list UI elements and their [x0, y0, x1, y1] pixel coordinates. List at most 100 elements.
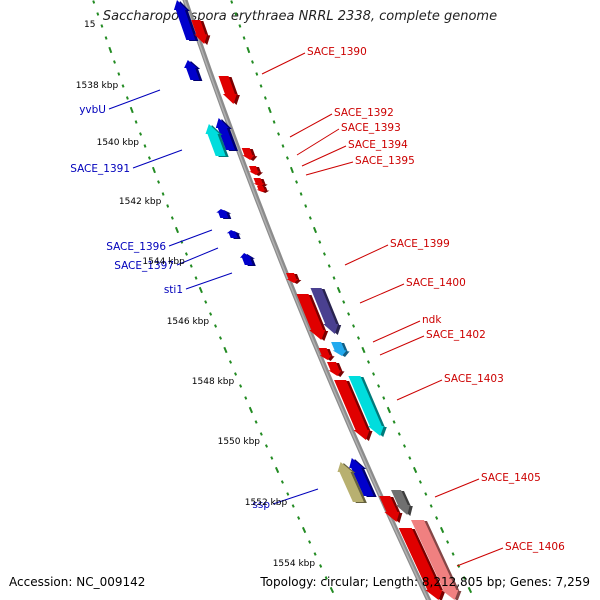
tick-mark-inner	[100, 24, 104, 28]
feature-label: sti1	[164, 284, 183, 296]
tick-mark-outer	[429, 504, 433, 508]
cds-sti1-arrow-body	[240, 253, 253, 265]
tick-mark-outer	[424, 492, 428, 496]
leader-line	[359, 283, 405, 304]
axis-label: 1550 kbp	[218, 437, 261, 447]
label-leaders	[108, 52, 504, 567]
tick-mark-inner	[291, 504, 295, 508]
tick-mark-inner	[214, 324, 218, 328]
cds-SACE_1399-arrow	[286, 273, 302, 284]
tick-mark-outer	[412, 466, 418, 474]
cds-gray-arrow-body	[391, 490, 410, 515]
tick-mark-inner	[301, 526, 307, 534]
feature-track	[173, 0, 462, 600]
cds-ssp-arrow	[349, 458, 377, 497]
cds-SACE_1390-arrow	[218, 76, 240, 105]
tick-mark-inner	[209, 312, 213, 316]
leader-line	[456, 547, 504, 567]
tick-mark-outer	[230, 0, 234, 4]
feature-label: SACE_1397	[114, 260, 174, 272]
cds-cyan-arrow-body	[205, 124, 226, 156]
tick-mark-outer	[251, 60, 254, 64]
tick-mark-outer	[255, 72, 259, 76]
feature-label: ndk	[422, 314, 442, 326]
cds-top-red-arrow-body	[191, 20, 208, 44]
tick-mark-outer	[289, 166, 294, 174]
leader-line	[289, 113, 333, 138]
tick-mark-inner	[218, 336, 223, 340]
tick-mark-inner	[104, 36, 108, 40]
tick-mark-outer	[234, 12, 238, 16]
axis-label: 1554 kbp	[273, 559, 316, 569]
tick-mark-inner	[223, 346, 228, 354]
tick-mark-outer	[295, 180, 299, 184]
leader-line	[108, 89, 161, 110]
tick-mark-outer	[259, 84, 263, 88]
leader-line	[261, 52, 306, 75]
cds-SACE_1405-arrow	[379, 496, 403, 523]
cds-SACE_1397-arrow	[226, 230, 241, 239]
leader-line	[372, 320, 421, 343]
cds-reverse-arrow-body	[215, 118, 235, 150]
tick-mark-inner	[313, 552, 317, 556]
cds-top-red-arrow	[191, 20, 211, 45]
tick-mark-outer	[408, 456, 412, 460]
tick-mark-inner	[280, 480, 284, 484]
cds-cyan2-arrow	[348, 376, 387, 437]
cds-olive-arrow-body	[337, 462, 364, 502]
tick-mark-outer	[263, 96, 267, 100]
cds-SACE_1400-arrow	[296, 294, 329, 341]
leader-line	[168, 229, 213, 247]
cds-SACE_1402b-arrow	[331, 342, 350, 357]
tick-mark-outer	[308, 216, 312, 220]
cds-SACE_1395-arrow	[256, 186, 270, 193]
cds-purple-arrow-body	[310, 288, 339, 334]
cds-olive-arrow	[337, 462, 367, 503]
cds-sti1-arrow	[240, 253, 256, 266]
tick-mark-inner	[117, 72, 121, 76]
tick-mark-inner	[184, 252, 188, 256]
leader-line	[132, 149, 183, 169]
tick-mark-outer	[356, 336, 361, 340]
feature-label: SACE_1391	[70, 163, 130, 175]
tick-mark-inner	[248, 406, 254, 414]
axis-label: 1546 kbp	[167, 317, 210, 327]
tick-mark-outer	[272, 120, 276, 124]
cds-pink-arrow-body	[411, 520, 459, 600]
cds-top-blue-arrow-body	[173, 0, 196, 40]
feature-label: SACE_1399	[390, 238, 450, 250]
tick-mark-inner	[264, 444, 269, 448]
cds-SACE_1392-arrow	[241, 148, 258, 161]
cds-purple-arrow	[310, 288, 342, 335]
tick-mark-outer	[267, 106, 272, 114]
tick-mark-inner	[194, 276, 198, 280]
tick-mark-inner	[151, 166, 156, 174]
tick-mark-inner	[204, 300, 208, 304]
tick-mark-outer	[327, 264, 331, 268]
topology-text: Topology: circular; Length: 8,212,805 bp…	[260, 575, 590, 589]
cds-SACE_1405-arrow-body	[379, 496, 400, 522]
tick-mark-outer	[372, 372, 376, 376]
cds-SACE_1406-arrow	[398, 528, 446, 600]
tick-mark-inner	[139, 132, 143, 136]
tick-tracks	[92, 0, 473, 594]
tick-mark-outer	[352, 324, 356, 328]
axis-labels: 15 1538 kbp 1540 kbp 1542 kbp 1544 kbp 1546 k…	[76, 20, 316, 569]
tick-mark-inner	[147, 156, 151, 160]
cds-SACE_1403-arrow	[334, 380, 373, 441]
feature-label: SACE_1403	[444, 373, 504, 385]
tick-mark-inner	[329, 586, 335, 594]
axis-label: 1552 kbp	[245, 498, 288, 508]
axis-label: 1538 kbp	[76, 81, 119, 91]
tick-mark-outer	[336, 286, 341, 294]
tick-mark-inner	[143, 144, 147, 148]
axis-label-partial: 15	[84, 20, 95, 30]
tick-mark-outer	[277, 132, 281, 136]
cds-SACE_1400-arrow-body	[296, 294, 326, 340]
cds-ssp-arrow-body	[349, 458, 374, 496]
tick-mark-outer	[402, 444, 407, 448]
tick-mark-outer	[392, 420, 396, 424]
feature-label: SACE_1390	[307, 46, 367, 58]
tick-mark-outer	[397, 432, 401, 436]
